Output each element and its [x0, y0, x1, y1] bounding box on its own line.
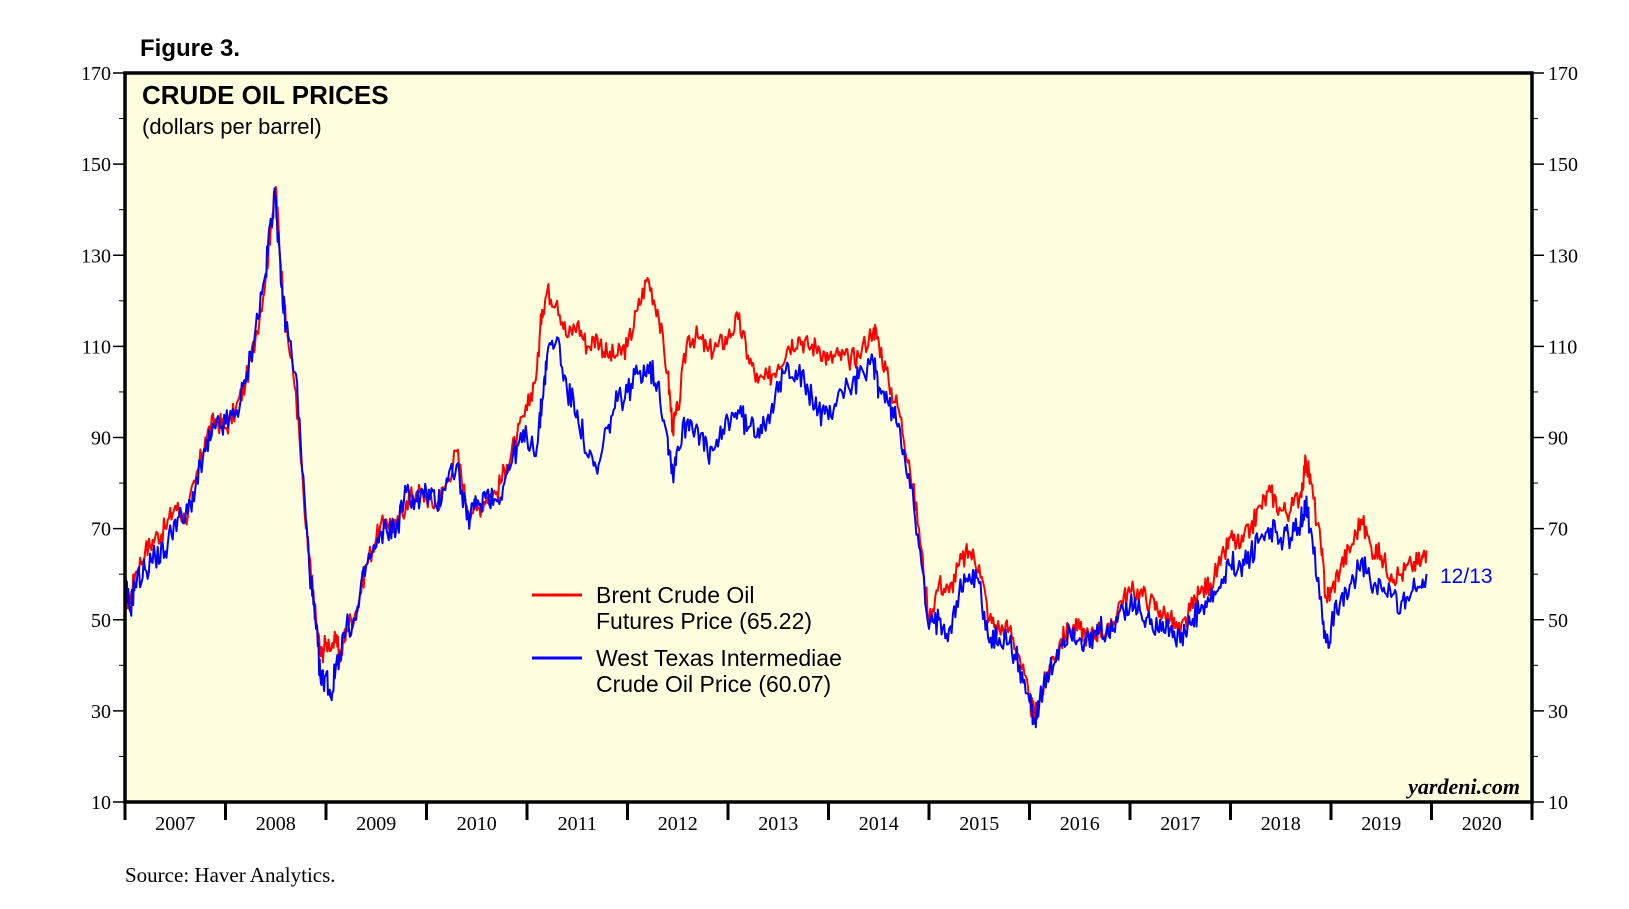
y-tick-label-left: 10: [91, 792, 111, 814]
x-tick-label: 2013: [758, 813, 798, 835]
legend: Brent Crude Oil Futures Price (65.22) We…: [532, 582, 842, 697]
y-tick-label-left: 150: [81, 154, 111, 176]
x-tick-label: 2009: [356, 813, 396, 835]
series-line-wti: [124, 187, 1428, 729]
legend-brent-line2: Futures Price (65.22): [596, 608, 812, 634]
chart-subtitle: (dollars per barrel): [142, 114, 322, 139]
y-axis-left: 10 30 50 70 90 110 130 150 170: [81, 63, 111, 814]
chart-title: CRUDE OIL PRICES: [142, 80, 389, 110]
x-tick-label: 2020: [1462, 813, 1502, 835]
y-axis-right: 10 30 50 70 90 110 130 150 170: [1548, 63, 1578, 814]
y-tick-label-right: 110: [1548, 336, 1577, 358]
y-tick-label-left: 90: [91, 428, 111, 450]
y-tick-label-left: 130: [81, 245, 111, 267]
x-tick-label: 2012: [658, 813, 698, 835]
y-tick-label-right: 130: [1548, 245, 1578, 267]
series-group: [124, 185, 1428, 729]
series-line-brent: [124, 185, 1428, 721]
last-date-label: 12/13: [1440, 565, 1493, 588]
plot-frame: [123, 71, 1534, 804]
x-tick-label: 2019: [1361, 813, 1401, 835]
figure-label: Figure 3.: [140, 35, 240, 62]
y-tick-label-left: 170: [81, 63, 111, 85]
x-tick-label: 2014: [859, 813, 899, 835]
y-tick-label-left: 30: [91, 701, 111, 723]
x-tick-label: 2010: [457, 813, 497, 835]
y-tick-label-right: 150: [1548, 154, 1578, 176]
source-note: Source: Haver Analytics.: [125, 863, 336, 887]
x-tick-label: 2008: [256, 813, 296, 835]
x-tick-label: 2015: [959, 813, 999, 835]
y-tick-label-right: 70: [1548, 519, 1568, 541]
x-tick-label: 2018: [1261, 813, 1301, 835]
y-tick-label-right: 50: [1548, 610, 1568, 632]
y-tick-label-left: 110: [82, 336, 111, 358]
x-tick-label: 2011: [558, 813, 597, 835]
legend-wti-line1: West Texas Intermediae: [596, 645, 842, 671]
watermark: yardeni.com: [1405, 774, 1520, 799]
tick-marks: [113, 72, 1544, 803]
x-tick-label: 2017: [1160, 813, 1200, 835]
x-axis: 2007 2008 2009 2010 2011 2012 2013 2014 2015 2016…: [123, 802, 1534, 835]
x-tick-label: 2016: [1060, 813, 1100, 835]
y-tick-label-right: 90: [1548, 428, 1568, 450]
y-tick-label-right: 30: [1548, 701, 1568, 723]
y-tick-label-left: 50: [91, 610, 111, 632]
plot-area: [125, 73, 1532, 802]
legend-wti-line2: Crude Oil Price (60.07): [596, 671, 831, 697]
x-tick-label: 2007: [155, 813, 195, 835]
legend-brent-line1: Brent Crude Oil: [596, 582, 755, 608]
y-tick-label-left: 70: [91, 519, 111, 541]
y-tick-label-right: 10: [1548, 792, 1568, 814]
y-tick-label-right: 170: [1548, 63, 1578, 85]
